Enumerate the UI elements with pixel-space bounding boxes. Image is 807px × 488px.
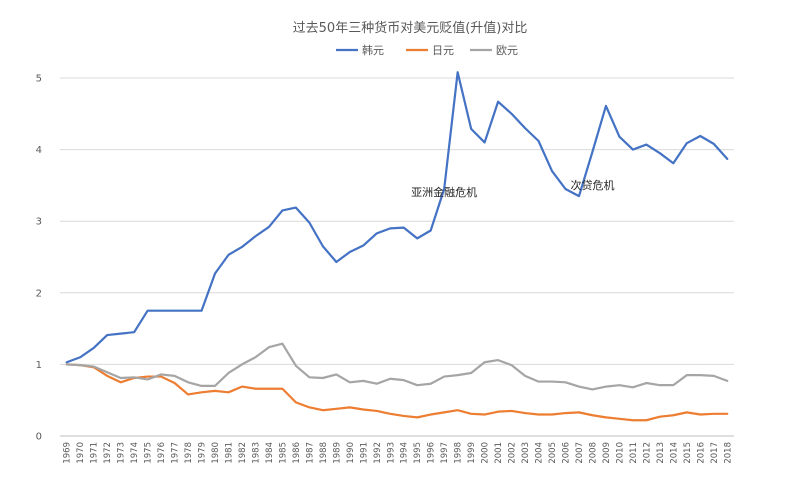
x-tick-label: 1986 <box>292 442 302 464</box>
y-tick-label: 4 <box>36 145 42 156</box>
x-tick-label: 1979 <box>198 442 208 464</box>
x-tick-label: 1997 <box>440 442 450 464</box>
x-tick-label: 2017 <box>710 442 720 464</box>
x-tick-label: 1978 <box>184 442 194 464</box>
series-group <box>65 71 729 422</box>
x-tick-label: 2008 <box>588 442 598 464</box>
x-tick-label: 1998 <box>454 442 464 464</box>
y-tick-label: 1 <box>36 360 42 371</box>
x-tick-label: 1971 <box>90 442 100 464</box>
x-axis-ticks: 1969 1970 1971 1972 1973 1974 1975 1976 1977 1978… <box>63 442 734 464</box>
x-tick-label: 1989 <box>332 442 342 464</box>
x-tick-label: 2012 <box>642 442 652 464</box>
x-tick-label: 2001 <box>494 442 504 464</box>
x-tick-label: 2015 <box>683 442 693 464</box>
series-line-2 <box>65 363 729 422</box>
x-tick-label: 1980 <box>211 442 221 464</box>
x-tick-label: 1990 <box>346 442 356 464</box>
gridlines <box>60 77 734 437</box>
x-tick-label: 1991 <box>359 442 369 464</box>
x-tick-label: 1993 <box>386 442 396 464</box>
x-tick-label: 2002 <box>508 442 518 464</box>
x-tick-label: 1981 <box>225 442 235 464</box>
annotation-label: 亚洲金融危机 <box>411 185 477 199</box>
x-tick-label: 2006 <box>562 442 572 464</box>
annotation-label: 次贷危机 <box>570 178 614 192</box>
y-tick-label: 2 <box>36 288 42 299</box>
x-tick-label: 2016 <box>696 442 706 464</box>
chart-title: 过去50年三种货币对美元贬值(升值)对比 <box>293 20 528 36</box>
annotations: 亚洲金融危机 次贷危机 <box>411 178 614 199</box>
x-tick-label: 1969 <box>63 442 73 464</box>
legend-label: 欧元 <box>496 44 518 57</box>
x-tick-label: 1976 <box>157 442 167 464</box>
x-tick-label: 1984 <box>265 442 275 464</box>
x-tick-label: 1970 <box>76 442 86 464</box>
series-line-1 <box>65 71 729 364</box>
x-tick-label: 1982 <box>238 442 248 464</box>
x-tick-label: 1999 <box>467 442 477 464</box>
y-tick-label: 5 <box>36 74 42 85</box>
x-tick-label: 1994 <box>400 442 410 464</box>
legend-label: 日元 <box>432 44 454 57</box>
y-tick-label: 0 <box>36 432 42 443</box>
x-tick-label: 1974 <box>130 442 140 464</box>
x-tick-label: 2010 <box>615 442 625 464</box>
x-tick-label: 2018 <box>723 442 733 464</box>
x-tick-label: 1992 <box>373 442 383 464</box>
x-tick-label: 2005 <box>548 442 558 464</box>
x-tick-label: 2000 <box>481 442 491 464</box>
legend: 韩元 日元 欧元 <box>336 43 518 57</box>
series-line-3 <box>65 342 729 391</box>
x-tick-label: 2011 <box>629 442 639 464</box>
x-tick-label: 2003 <box>521 442 531 464</box>
x-tick-label: 1987 <box>305 442 315 464</box>
x-tick-label: 1973 <box>117 442 127 464</box>
y-tick-label: 3 <box>36 217 42 228</box>
x-tick-label: 1977 <box>171 442 181 464</box>
x-tick-label: 1996 <box>427 442 437 464</box>
x-tick-label: 2014 <box>669 442 679 464</box>
x-tick-label: 2013 <box>656 442 666 464</box>
x-tick-label: 1983 <box>251 442 261 464</box>
x-tick-label: 1972 <box>103 442 113 464</box>
x-tick-label: 1975 <box>144 442 154 464</box>
y-axis-ticks: 0 1 2 3 4 5 <box>36 74 42 443</box>
x-tick-label: 2007 <box>575 442 585 464</box>
x-tick-label: 2009 <box>602 442 612 464</box>
x-tick-label: 1985 <box>278 442 288 464</box>
x-tick-label: 1988 <box>319 442 329 464</box>
x-tick-label: 2004 <box>535 442 545 464</box>
x-tick-label: 1995 <box>413 442 423 464</box>
legend-label: 韩元 <box>362 43 384 57</box>
